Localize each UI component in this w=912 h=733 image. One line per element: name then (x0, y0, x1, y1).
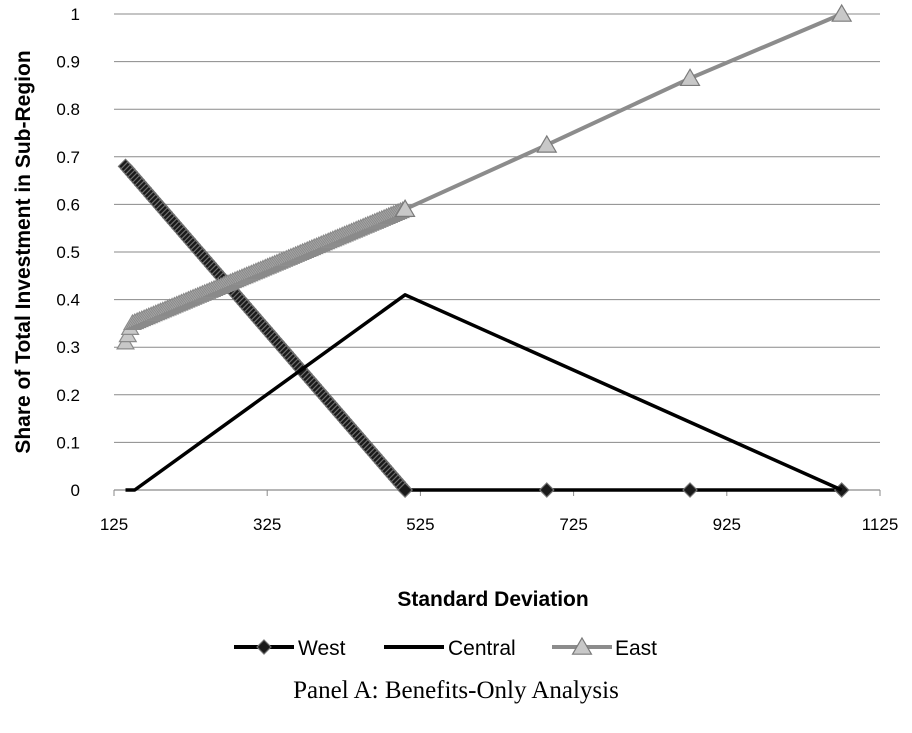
legend: West Central East (234, 636, 657, 660)
panel-caption: Panel A: Benefits-Only Analysis (293, 677, 619, 704)
y-tick-label: 0.2 (56, 386, 80, 405)
x-tick-label: 725 (559, 515, 587, 534)
series-layer (116, 3, 853, 498)
data-point (397, 482, 413, 498)
data-point (538, 482, 555, 498)
legend-item-west: West (234, 637, 346, 660)
y-tick-label: 0.4 (56, 291, 80, 310)
x-tick-label: 1125 (862, 515, 899, 534)
legend-label: East (615, 637, 657, 660)
x-tick-label: 925 (713, 515, 741, 534)
data-point (394, 198, 416, 217)
x-tick-label: 525 (406, 515, 434, 534)
legend-item-central: Central (384, 637, 516, 660)
series-central (125, 293, 843, 492)
legend-marker (256, 639, 272, 655)
y-tick-label: 1 (71, 5, 80, 24)
y-tick-label: 0.3 (56, 338, 80, 357)
data-point (679, 68, 701, 87)
series-line (125, 293, 843, 492)
y-tick-label: 0 (71, 481, 80, 500)
legend-item-east: East (552, 636, 657, 660)
legend-label: Central (448, 637, 516, 660)
legend-marker (571, 636, 593, 655)
x-tick-label: 125 (100, 515, 128, 534)
y-tick-label: 0.9 (56, 53, 80, 72)
gridlines (114, 13, 880, 443)
data-point (682, 482, 698, 498)
series-east (116, 3, 853, 350)
y-tick-label: 0.8 (56, 100, 80, 119)
y-tick-label: 0.1 (56, 433, 80, 452)
y-tick-label: 0.5 (56, 243, 80, 262)
data-point (536, 134, 558, 153)
x-axis-title: Standard Deviation (397, 588, 588, 611)
legend-label: West (298, 637, 346, 660)
data-point (831, 3, 853, 22)
y-tick-label: 0.6 (56, 195, 80, 214)
y-tick-label: 0.7 (56, 148, 80, 167)
y-axis-title: Share of Total Investment in Sub-Region (12, 50, 35, 453)
x-tick-label: 325 (253, 515, 281, 534)
